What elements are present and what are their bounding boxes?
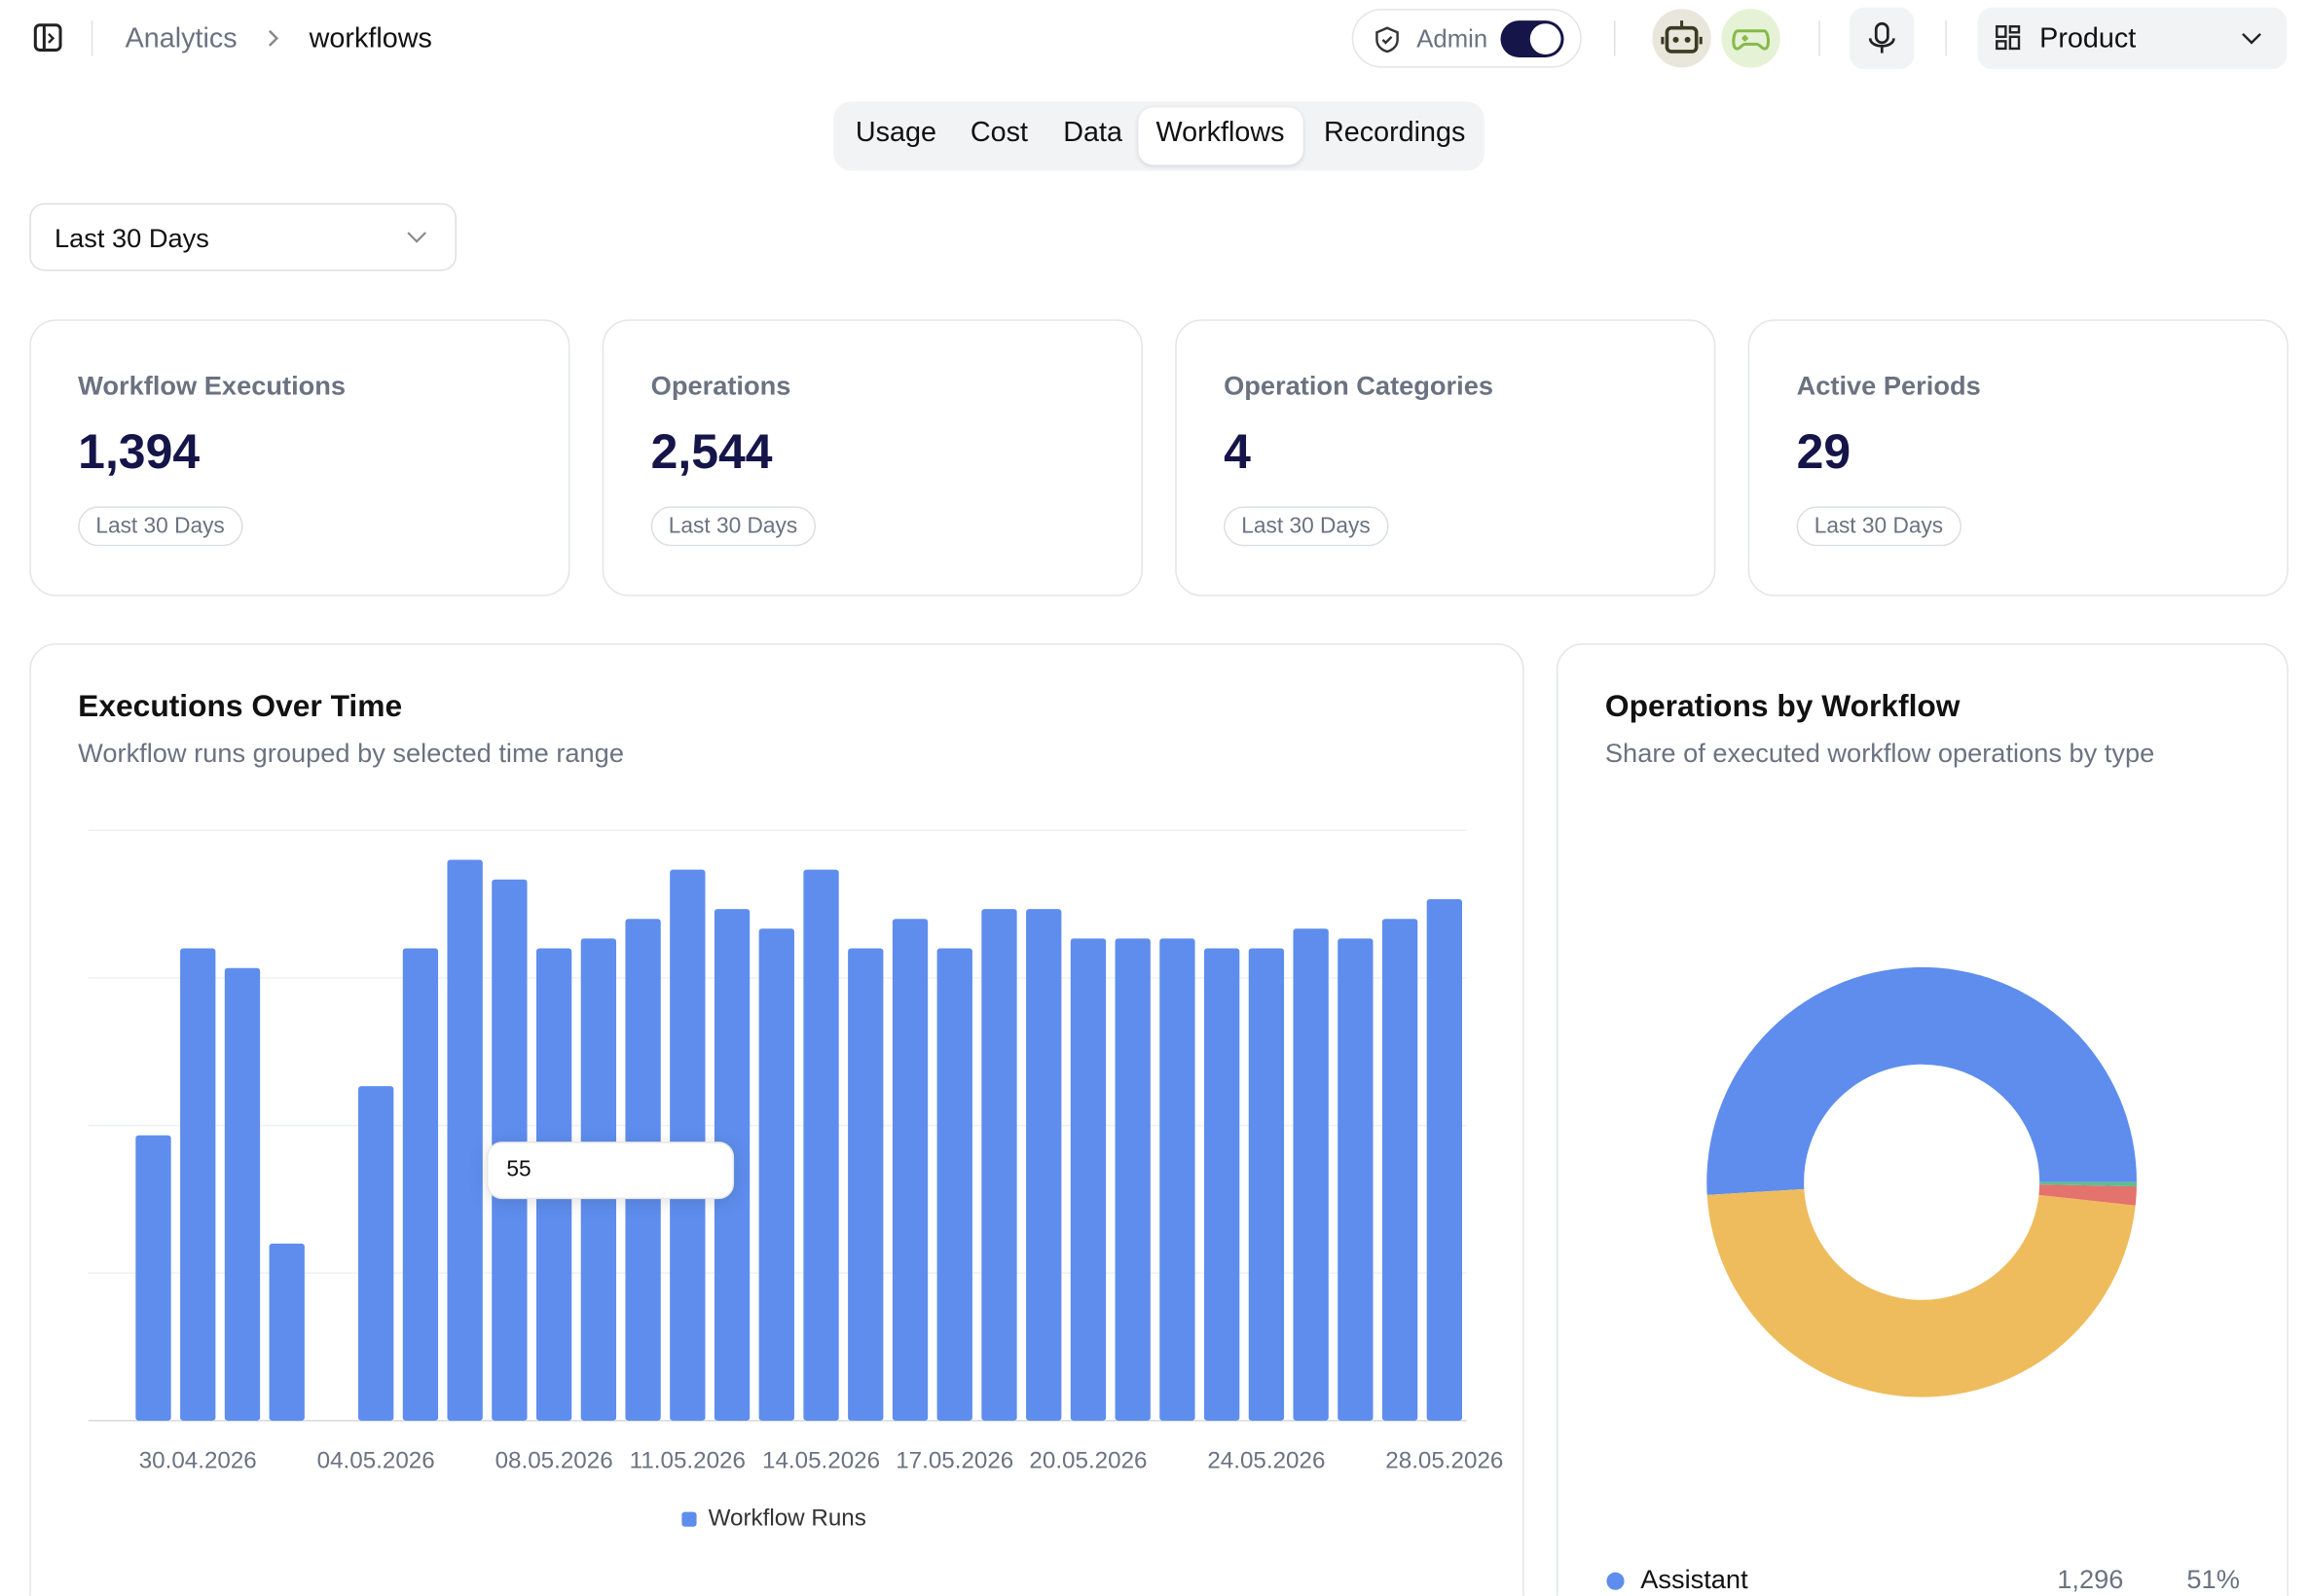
chart-title: Executions Over Time (78, 688, 402, 723)
kpi-card: Active Periods 29 Last 30 Days (1747, 319, 2289, 597)
kpi-badge: Last 30 Days (1224, 506, 1388, 547)
kpi-badge: Last 30 Days (78, 506, 242, 547)
kpi-card: Workflow Executions 1,394 Last 30 Days (29, 319, 570, 597)
tab[interactable]: Data (1063, 118, 1122, 149)
shield-icon (1375, 26, 1399, 54)
x-tick-label: 11.05.2026 (630, 1448, 746, 1474)
kpi-card: Operations 2,544 Last 30 Days (602, 319, 1143, 597)
chart-title: Operations by Workflow (1605, 688, 1961, 723)
divider (1613, 20, 1616, 56)
admin-label: Admin (1416, 24, 1488, 54)
workspace-label: Product (2039, 23, 2137, 54)
robot-button[interactable] (1652, 9, 1711, 68)
bar (1248, 948, 1285, 1421)
kpi-title: Operations (650, 371, 791, 401)
kpi-title: Operation Categories (1224, 371, 1494, 401)
divider (91, 20, 93, 56)
switch[interactable] (1500, 20, 1564, 57)
bar (180, 948, 216, 1421)
x-tick-label: 24.05.2026 (1207, 1448, 1325, 1474)
admin-toggle[interactable]: Admin (1351, 9, 1582, 68)
x-tick-label: 30.04.2026 (139, 1448, 257, 1474)
legend-label: Workflow Runs (709, 1505, 866, 1532)
tab[interactable]: Usage (855, 118, 936, 149)
date-filter-label: Last 30 Days (54, 223, 209, 254)
divider (1818, 20, 1820, 56)
kpi-value: 29 (1796, 423, 1851, 479)
legend-share: 51% (2186, 1564, 2239, 1594)
bar (758, 928, 794, 1421)
bar (402, 948, 439, 1421)
chevron (2242, 32, 2261, 45)
tab[interactable]: Workflows (1155, 118, 1285, 149)
chart-card (1556, 643, 2289, 1596)
divider (1945, 20, 1947, 56)
breadcrumb-parent[interactable]: Analytics (125, 23, 238, 54)
date-filter[interactable]: Last 30 Days (29, 202, 457, 272)
x-tick-label: 04.05.2026 (317, 1448, 435, 1474)
kpi-value: 4 (1224, 423, 1251, 479)
bar (981, 909, 1017, 1421)
chart-subtitle: Workflow runs grouped by selected time r… (78, 738, 624, 768)
kpi-badge: Last 30 Days (650, 506, 816, 547)
kpi-title: Workflow Executions (78, 371, 347, 401)
x-tick-label: 20.05.2026 (1029, 1448, 1147, 1474)
grid-icon (1996, 25, 2021, 51)
legend-label: Assistant (1640, 1564, 1748, 1594)
kpi-card: Operation Categories 4 Last 30 Days (1175, 319, 1716, 597)
donut-segment (2039, 1181, 2138, 1187)
kpi-title: Active Periods (1796, 371, 1981, 401)
donut-segment (2038, 1184, 2137, 1206)
breadcrumb-separator (268, 29, 279, 47)
bar (1338, 938, 1374, 1421)
bar (224, 967, 261, 1421)
legend-swatch (681, 1511, 697, 1527)
x-tick-label: 14.05.2026 (762, 1448, 880, 1474)
donut-segment (1706, 1188, 2136, 1397)
chart-subtitle: Share of executed workflow operations by… (1605, 738, 2154, 768)
mic-button[interactable] (1850, 7, 1915, 70)
breadcrumb-current: workflows (309, 23, 432, 54)
bar (936, 948, 972, 1421)
bar (358, 1086, 394, 1421)
kpi-badge: Last 30 Days (1796, 506, 1961, 547)
bar (803, 869, 839, 1421)
donut-segment (1706, 966, 2138, 1195)
workspace-select[interactable]: Product (1977, 7, 2288, 70)
sidebar-toggle[interactable] (32, 22, 64, 54)
x-tick-label: 17.05.2026 (896, 1448, 1013, 1474)
tab[interactable]: Recordings (1323, 118, 1466, 149)
bar (1159, 938, 1195, 1421)
legend-dot (1606, 1572, 1625, 1590)
kpi-value: 2,544 (650, 423, 773, 479)
bar (447, 859, 483, 1421)
bar (892, 919, 929, 1421)
bar (1204, 948, 1240, 1421)
kpi-value: 1,394 (78, 423, 201, 479)
bar (1381, 919, 1418, 1421)
x-tick-label: 28.05.2026 (1385, 1448, 1503, 1474)
bar (135, 1135, 171, 1421)
bar (1426, 898, 1462, 1421)
game-button[interactable] (1721, 9, 1780, 68)
bar (848, 948, 884, 1421)
bar (1026, 909, 1062, 1421)
tab[interactable]: Cost (970, 118, 1029, 149)
tooltip (486, 1142, 735, 1200)
bar (1070, 938, 1107, 1421)
tooltip-value: 55 (506, 1156, 531, 1181)
bar (1293, 928, 1329, 1421)
active-tab-bg (1138, 107, 1303, 165)
bar (269, 1243, 305, 1421)
x-tick-label: 08.05.2026 (495, 1448, 613, 1474)
legend-value: 1,296 (2057, 1564, 2123, 1594)
bar (1115, 938, 1151, 1421)
chevron (407, 232, 426, 243)
